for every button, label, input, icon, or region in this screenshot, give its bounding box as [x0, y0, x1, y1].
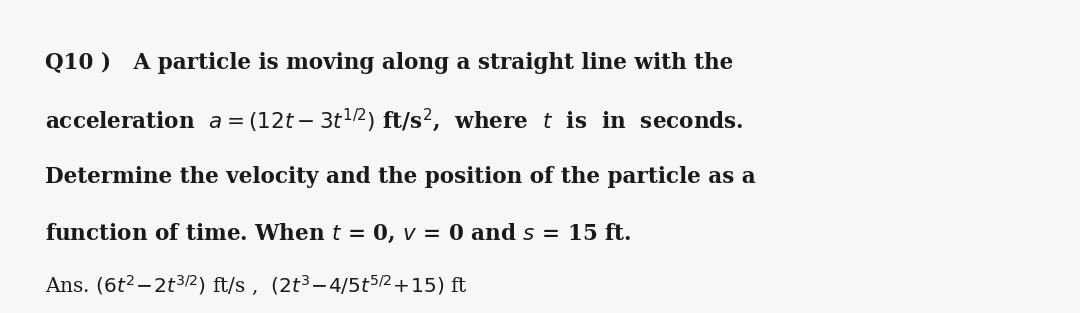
Text: function of time. When $t$ = 0, $v$ = 0 and $s$ = 15 ft.: function of time. When $t$ = 0, $v$ = 0 … — [45, 222, 632, 245]
Text: Determine the velocity and the position of the particle as a: Determine the velocity and the position … — [45, 166, 756, 188]
Text: acceleration  $a = (12t - 3t^{1/2})$ ft/s$^{2}$,  where  $t$  is  in  seconds.: acceleration $a = (12t - 3t^{1/2})$ ft/s… — [45, 107, 744, 134]
Text: Ans. $(6t^{2}\!-\!2t^{3/2})$ ft/s ,  $(2t^{3}\!-\!4/5t^{5/2}\!+\!15)$ ft: Ans. $(6t^{2}\!-\!2t^{3/2})$ ft/s , $(2t… — [45, 275, 468, 298]
Text: Q10 )   A particle is moving along a straight line with the: Q10 ) A particle is moving along a strai… — [45, 52, 733, 74]
